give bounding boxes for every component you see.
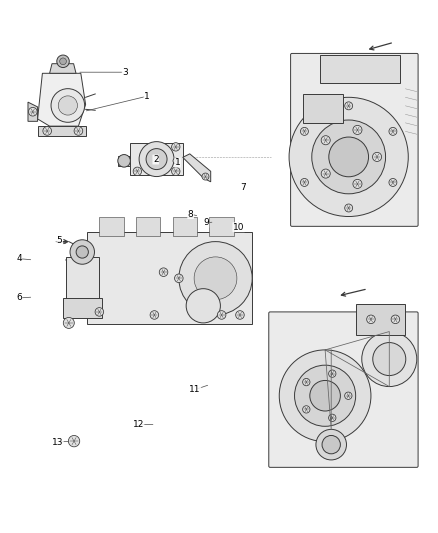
Circle shape bbox=[279, 350, 371, 441]
Circle shape bbox=[300, 127, 308, 135]
Circle shape bbox=[68, 435, 80, 447]
Circle shape bbox=[64, 318, 74, 328]
Circle shape bbox=[175, 274, 183, 282]
Circle shape bbox=[345, 102, 353, 110]
Text: 9: 9 bbox=[203, 219, 209, 228]
Text: 12: 12 bbox=[133, 420, 144, 429]
Circle shape bbox=[118, 155, 131, 167]
Circle shape bbox=[186, 289, 220, 323]
Text: 1: 1 bbox=[175, 158, 180, 167]
Circle shape bbox=[300, 179, 308, 187]
Circle shape bbox=[389, 127, 397, 135]
Polygon shape bbox=[28, 102, 38, 122]
FancyBboxPatch shape bbox=[269, 312, 418, 467]
Circle shape bbox=[362, 332, 417, 386]
Bar bbox=[209, 217, 234, 236]
Text: 7: 7 bbox=[240, 183, 246, 192]
Circle shape bbox=[316, 430, 346, 460]
Polygon shape bbox=[49, 64, 76, 74]
Circle shape bbox=[321, 136, 330, 145]
Circle shape bbox=[70, 240, 95, 264]
Circle shape bbox=[194, 257, 237, 300]
Circle shape bbox=[321, 169, 330, 178]
Polygon shape bbox=[131, 143, 183, 175]
Bar bbox=[63, 298, 102, 318]
Circle shape bbox=[303, 378, 310, 386]
Circle shape bbox=[303, 406, 310, 413]
Circle shape bbox=[217, 311, 226, 319]
Bar bbox=[173, 217, 197, 236]
Bar bbox=[118, 156, 131, 166]
Circle shape bbox=[310, 381, 340, 411]
Polygon shape bbox=[183, 154, 211, 182]
Circle shape bbox=[345, 204, 353, 212]
Circle shape bbox=[51, 88, 85, 122]
Circle shape bbox=[28, 107, 37, 116]
Bar bbox=[99, 217, 124, 236]
Circle shape bbox=[328, 414, 336, 422]
Circle shape bbox=[322, 435, 340, 454]
Text: 5: 5 bbox=[57, 236, 63, 245]
Circle shape bbox=[150, 311, 159, 319]
Circle shape bbox=[139, 142, 174, 176]
Circle shape bbox=[74, 127, 83, 135]
Text: 3: 3 bbox=[122, 68, 128, 77]
Polygon shape bbox=[38, 126, 85, 136]
Circle shape bbox=[345, 392, 352, 399]
Circle shape bbox=[133, 167, 141, 175]
Text: 13: 13 bbox=[52, 438, 63, 447]
Circle shape bbox=[289, 98, 408, 216]
Text: 8: 8 bbox=[188, 209, 194, 219]
Circle shape bbox=[353, 125, 362, 134]
Circle shape bbox=[294, 365, 356, 426]
Circle shape bbox=[173, 158, 179, 164]
Circle shape bbox=[373, 343, 406, 376]
Polygon shape bbox=[38, 74, 85, 126]
Circle shape bbox=[172, 143, 180, 151]
Circle shape bbox=[236, 311, 244, 319]
Circle shape bbox=[58, 96, 78, 115]
Circle shape bbox=[95, 308, 104, 316]
Polygon shape bbox=[87, 232, 252, 324]
Circle shape bbox=[372, 152, 381, 161]
Text: 4: 4 bbox=[16, 254, 22, 263]
Bar bbox=[303, 94, 343, 123]
Text: 1: 1 bbox=[144, 92, 150, 101]
Text: 6: 6 bbox=[16, 294, 22, 302]
Circle shape bbox=[391, 315, 399, 324]
Circle shape bbox=[329, 137, 368, 177]
Text: 10: 10 bbox=[233, 223, 244, 232]
Circle shape bbox=[76, 246, 88, 258]
Circle shape bbox=[159, 268, 168, 277]
Text: 11: 11 bbox=[189, 385, 201, 394]
Bar bbox=[356, 304, 405, 335]
Circle shape bbox=[389, 179, 397, 187]
Circle shape bbox=[179, 241, 252, 315]
Circle shape bbox=[60, 58, 67, 64]
Circle shape bbox=[43, 127, 52, 135]
Circle shape bbox=[172, 167, 180, 175]
Bar bbox=[136, 217, 160, 236]
Text: 2: 2 bbox=[153, 155, 159, 164]
Circle shape bbox=[353, 180, 362, 189]
FancyBboxPatch shape bbox=[290, 53, 418, 227]
Circle shape bbox=[367, 315, 375, 324]
Circle shape bbox=[202, 173, 209, 180]
Bar bbox=[66, 257, 99, 300]
Circle shape bbox=[57, 55, 69, 68]
Bar bbox=[320, 55, 400, 83]
Circle shape bbox=[328, 370, 336, 377]
Circle shape bbox=[146, 149, 167, 169]
Circle shape bbox=[312, 120, 385, 194]
